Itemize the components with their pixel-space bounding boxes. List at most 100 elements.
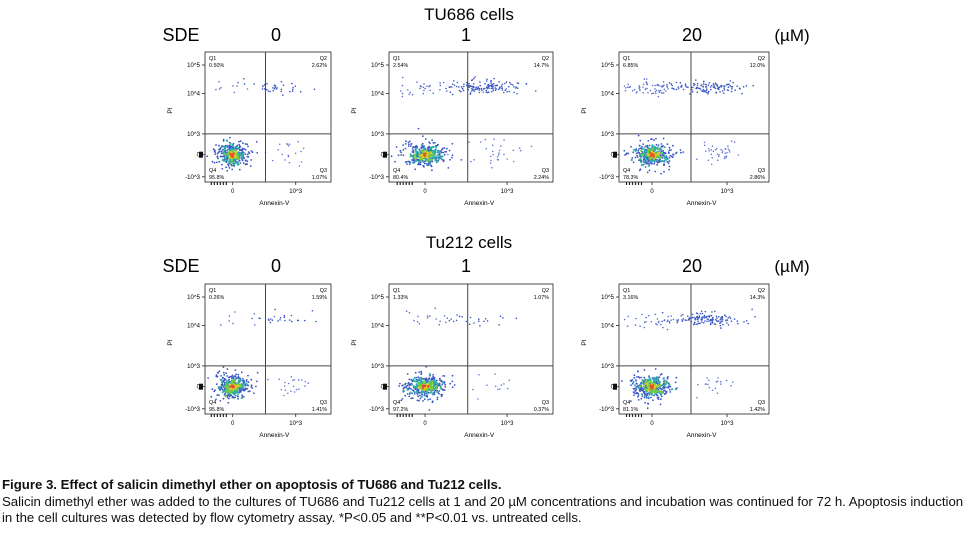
data-point — [416, 81, 418, 83]
data-point — [283, 394, 285, 397]
quadrant-value-q1: 0.50% — [209, 63, 224, 69]
data-point — [256, 152, 259, 154]
data-point — [426, 315, 429, 317]
data-point — [235, 373, 238, 376]
data-point — [708, 82, 711, 84]
data-point — [287, 382, 290, 385]
x-tick-label: 0 — [423, 189, 427, 195]
unit-label: (µM) — [774, 257, 809, 276]
data-point — [637, 152, 639, 154]
data-point — [668, 168, 670, 171]
data-point — [478, 91, 481, 94]
data-point — [409, 153, 412, 156]
data-point — [220, 145, 223, 149]
data-point — [641, 313, 643, 316]
data-point — [696, 82, 699, 85]
data-point — [458, 315, 461, 318]
data-point — [469, 92, 472, 94]
data-point — [696, 323, 699, 325]
data-point — [663, 88, 666, 91]
data-point — [710, 149, 713, 151]
data-point — [406, 388, 409, 391]
data-point — [493, 138, 495, 140]
data-point — [638, 158, 642, 161]
data-point — [645, 395, 648, 397]
data-point — [409, 91, 412, 94]
data-point — [469, 316, 472, 319]
data-point — [709, 86, 712, 88]
data-point — [415, 383, 418, 386]
data-point — [498, 149, 501, 152]
data-point — [491, 144, 494, 146]
data-point — [709, 323, 712, 326]
data-point — [621, 380, 623, 382]
data-point — [732, 381, 734, 383]
data-point — [658, 84, 660, 87]
data-point — [440, 151, 443, 154]
data-point — [725, 319, 728, 321]
data-point — [705, 316, 707, 319]
data-point — [402, 389, 405, 392]
data-point — [490, 90, 493, 93]
y-tick-label: 10^3 — [601, 364, 614, 370]
data-point — [654, 91, 657, 93]
data-point — [641, 147, 645, 150]
data-point — [237, 147, 240, 150]
data-point — [414, 159, 417, 163]
data-point — [684, 83, 687, 85]
data-point — [229, 142, 232, 145]
data-point — [274, 86, 277, 88]
data-point — [661, 160, 664, 163]
data-point — [429, 154, 432, 158]
data-point — [426, 164, 429, 167]
data-point — [666, 85, 668, 87]
data-point — [638, 144, 641, 147]
data-point — [421, 149, 424, 153]
data-point — [242, 152, 245, 155]
data-point — [236, 85, 238, 87]
y-tick-label: 0 — [197, 153, 201, 159]
data-point — [437, 384, 440, 387]
data-point — [231, 144, 234, 147]
data-point — [420, 144, 423, 147]
data-point — [245, 379, 248, 381]
data-point — [245, 387, 248, 390]
x-axis-label: Annexin-V — [687, 200, 718, 207]
data-point — [676, 319, 678, 322]
data-point — [728, 316, 731, 318]
data-point — [646, 378, 650, 382]
data-point — [680, 151, 682, 154]
data-point — [661, 320, 663, 323]
data-point — [430, 158, 433, 162]
data-point — [704, 90, 706, 93]
data-point — [303, 319, 306, 322]
data-point — [649, 154, 652, 158]
data-point — [451, 154, 454, 157]
data-point — [642, 381, 645, 383]
data-point — [447, 153, 449, 156]
quadrant-name-q2: Q2 — [542, 56, 549, 62]
data-point — [653, 162, 656, 165]
data-point — [230, 159, 234, 162]
data-point — [295, 388, 298, 391]
data-point — [654, 313, 657, 316]
data-point — [633, 376, 636, 379]
data-point — [444, 383, 447, 386]
data-point — [438, 323, 441, 326]
data-point — [246, 153, 249, 156]
x-tick-label: 0 — [423, 421, 427, 427]
data-point — [714, 149, 717, 151]
data-point — [224, 388, 226, 390]
data-point — [497, 88, 500, 91]
data-point — [674, 152, 677, 155]
data-point — [477, 86, 480, 88]
data-point — [719, 321, 722, 324]
data-point — [245, 380, 248, 383]
plot-frame — [204, 283, 332, 415]
data-point — [506, 158, 509, 160]
data-point — [301, 379, 303, 381]
data-point — [721, 320, 723, 323]
data-point — [430, 147, 433, 150]
data-point — [669, 385, 672, 388]
axis-zero-marker — [383, 383, 387, 390]
